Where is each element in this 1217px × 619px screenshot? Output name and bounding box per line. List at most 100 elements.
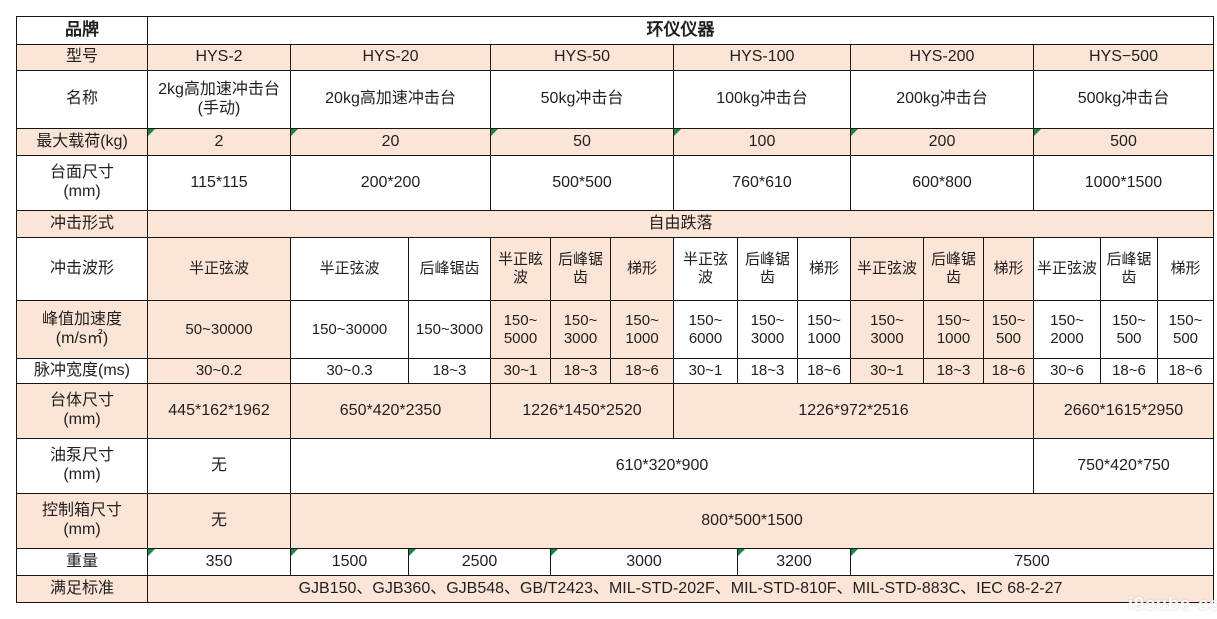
pulse-width-cell: 30~1: [490, 358, 551, 384]
table-row-model: 型号 HYS-2 HYS-20 HYS-50 HYS-100 HYS-200 HYS−500: [16, 44, 1214, 71]
row-label-table-size: 台面尺寸 (mm): [16, 155, 148, 211]
table-size-cell: 500*500: [490, 155, 674, 211]
peak-accel-cell: 50~30000: [147, 300, 291, 359]
weight-cell: 350: [147, 548, 291, 576]
peak-accel-cell: 150~3000: [408, 300, 491, 359]
weight-cell: 3200: [737, 548, 851, 576]
table-size-cell: 760*610: [673, 155, 851, 211]
name-cell: 500kg冲击台: [1033, 70, 1214, 129]
watermark: i9cube-co: [1128, 594, 1217, 614]
standards-cell: GJB150、GJB360、GJB548、GB/T2423、MIL-STD-20…: [147, 575, 1214, 603]
waveform-cell: 梯形: [797, 237, 851, 301]
pulse-width-cell: 18~6: [983, 358, 1034, 384]
row-label-control-box-size: 控制箱尺寸 (mm): [16, 493, 148, 549]
spec-table: 品牌 环仪仪器 型号 HYS-2 HYS-20 HYS-50 HYS-100 HYS-200 H…: [16, 16, 1214, 603]
peak-accel-cell: 150~ 3000: [550, 300, 611, 359]
peak-accel-cell: 150~30000: [290, 300, 409, 359]
waveform-cell: 梯形: [1157, 237, 1214, 301]
body-size-cell: 1226*972*2516: [673, 383, 1034, 439]
weight-cell: 7500: [850, 548, 1214, 576]
pulse-width-cell: 30~0.2: [147, 358, 291, 384]
waveform-cell: 半正弦波: [147, 237, 291, 301]
peak-accel-cell: 150~ 500: [1157, 300, 1214, 359]
pulse-width-cell: 18~6: [797, 358, 851, 384]
row-label-impact-form: 冲击形式: [16, 210, 148, 238]
model-cell: HYS−500: [1033, 44, 1214, 71]
model-cell: HYS-2: [147, 44, 291, 71]
model-cell: HYS-100: [673, 44, 851, 71]
row-label-standards: 满足标准: [16, 575, 148, 603]
table-row-control-box-size: 控制箱尺寸 (mm) 无 800*500*1500: [16, 493, 1214, 549]
pump-size-cell: 750*420*750: [1033, 438, 1214, 494]
peak-accel-cell: 150~ 1000: [797, 300, 851, 359]
name-cell: 20kg高加速冲击台: [290, 70, 491, 129]
pulse-width-cell: 18~3: [923, 358, 984, 384]
pulse-width-cell: 30~6: [1033, 358, 1101, 384]
name-cell: 100kg冲击台: [673, 70, 851, 129]
weight-cell: 1500: [290, 548, 409, 576]
peak-accel-cell: 150~ 5000: [490, 300, 551, 359]
waveform-cell: 半正弦波: [290, 237, 409, 301]
table-size-cell: 115*115: [147, 155, 291, 211]
waveform-cell: 后峰锯齿: [550, 237, 611, 301]
pulse-width-cell: 18~6: [1100, 358, 1158, 384]
peak-accel-cell: 150~ 500: [983, 300, 1034, 359]
row-label-weight: 重量: [16, 548, 148, 576]
brand-cell: 环仪仪器: [147, 16, 1214, 45]
peak-accel-cell: 150~ 3000: [850, 300, 924, 359]
row-label-pulse-width: 脉冲宽度(ms): [16, 358, 148, 384]
table-row-name: 名称 2kg高加速冲击台(手动) 20kg高加速冲击台 50kg冲击台 100kg冲击台…: [16, 70, 1214, 129]
max-load-cell: 20: [290, 128, 491, 156]
pulse-width-cell: 30~1: [673, 358, 738, 384]
waveform-cell: 梯形: [983, 237, 1034, 301]
model-cell: HYS-50: [490, 44, 674, 71]
row-label-brand: 品牌: [16, 16, 148, 45]
waveform-cell: 后峰锯齿: [1100, 237, 1158, 301]
pulse-width-cell: 18~3: [550, 358, 611, 384]
table-row-waveform: 冲击波形 半正弦波 半正弦波 后峰锯齿 半正眩波 后峰锯齿 梯形 半正弦波 后峰锯齿 梯形 半正弦波…: [16, 237, 1214, 301]
peak-accel-cell: 150~ 3000: [737, 300, 798, 359]
table-size-cell: 200*200: [290, 155, 491, 211]
model-cell: HYS-200: [850, 44, 1034, 71]
body-size-cell: 2660*1615*2950: [1033, 383, 1214, 439]
pulse-width-cell: 30~1: [850, 358, 924, 384]
weight-cell: 2500: [408, 548, 551, 576]
pump-size-cell: 610*320*900: [290, 438, 1034, 494]
pulse-width-cell: 30~0.3: [290, 358, 409, 384]
table-row-brand: 品牌 环仪仪器: [16, 16, 1214, 45]
name-cell: 50kg冲击台: [490, 70, 674, 129]
waveform-cell: 半正眩波: [490, 237, 551, 301]
table-row-max-load: 最大载荷(kg) 2 20 50 100 200 500: [16, 128, 1214, 156]
waveform-cell: 后峰锯齿: [923, 237, 984, 301]
control-box-size-cell: 800*500*1500: [290, 493, 1214, 549]
waveform-cell: 半正弦波: [850, 237, 924, 301]
peak-accel-cell: 150~ 1000: [610, 300, 674, 359]
peak-accel-cell: 150~ 500: [1100, 300, 1158, 359]
table-row-weight: 重量 350 1500 2500 3000 3200 7500: [16, 548, 1214, 576]
pulse-width-cell: 18~3: [408, 358, 491, 384]
table-row-standards: 满足标准 GJB150、GJB360、GJB548、GB/T2423、MIL-ST…: [16, 575, 1214, 603]
waveform-cell: 后峰锯齿: [408, 237, 491, 301]
row-label-pump-size: 油泵尺寸 (mm): [16, 438, 148, 494]
max-load-cell: 100: [673, 128, 851, 156]
waveform-cell: 半正弦波: [1033, 237, 1101, 301]
table-row-pump-size: 油泵尺寸 (mm) 无 610*320*900 750*420*750: [16, 438, 1214, 494]
waveform-cell: 后峰锯齿: [737, 237, 798, 301]
table-size-cell: 1000*1500: [1033, 155, 1214, 211]
table-row-table-size: 台面尺寸 (mm) 115*115 200*200 500*500 760*610 600…: [16, 155, 1214, 211]
max-load-cell: 200: [850, 128, 1034, 156]
pulse-width-cell: 18~3: [737, 358, 798, 384]
pulse-width-cell: 18~6: [1157, 358, 1214, 384]
name-cell: 2kg高加速冲击台(手动): [147, 70, 291, 129]
name-cell: 200kg冲击台: [850, 70, 1034, 129]
row-label-max-load: 最大载荷(kg): [16, 128, 148, 156]
table-row-impact-form: 冲击形式 自由跌落: [16, 210, 1214, 238]
body-size-cell: 445*162*1962: [147, 383, 291, 439]
peak-accel-cell: 150~ 2000: [1033, 300, 1101, 359]
peak-accel-cell: 150~ 1000: [923, 300, 984, 359]
table-row-body-size: 台体尺寸 (mm) 445*162*1962 650*420*2350 1226*14…: [16, 383, 1214, 439]
row-label-name: 名称: [16, 70, 148, 129]
max-load-cell: 500: [1033, 128, 1214, 156]
waveform-cell: 半正弦波: [673, 237, 738, 301]
weight-cell: 3000: [550, 548, 738, 576]
